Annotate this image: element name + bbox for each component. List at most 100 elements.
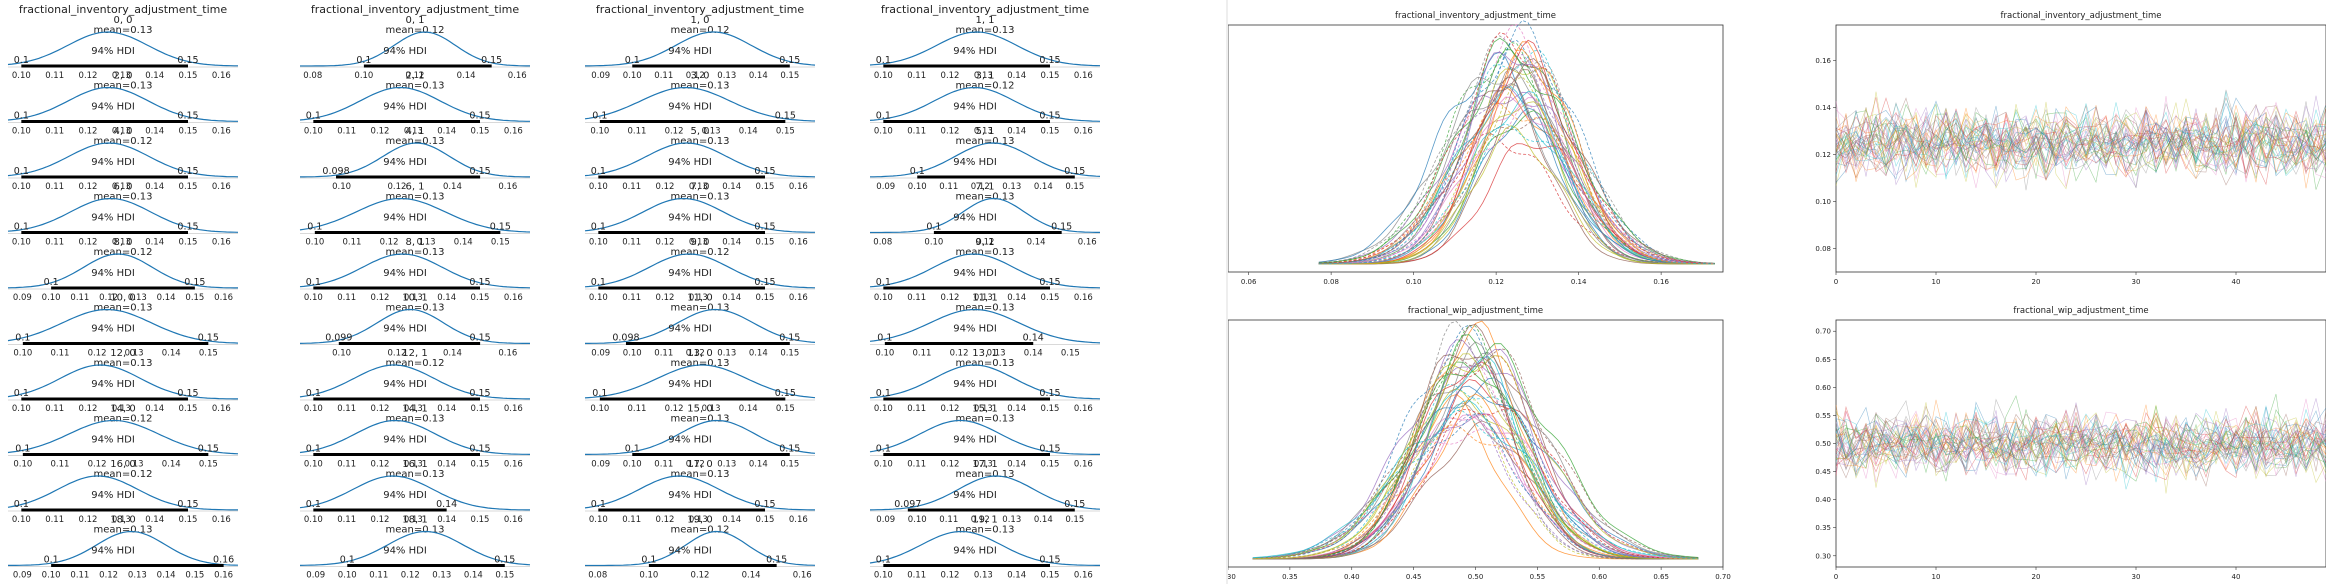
hdi-high-label: 0.15 [177,222,198,233]
trace-line [1835,413,2326,481]
density-line [1252,409,1699,559]
y-tick-label: 0.45 [1815,468,1831,476]
tick-label: 0.13 [404,460,423,470]
tick-label: 0.13 [432,571,451,581]
panel-label: 4, 0 [113,126,132,137]
tick-label: 0.10 [12,404,31,414]
tick-label: 0.14 [1007,71,1026,81]
tick-label: 0.15 [179,238,198,248]
density-curve [299,86,530,122]
hdi-label: 94% HDI [668,268,712,279]
hdi-label: 94% HDI [383,46,427,57]
hdi-low-label: 0.1 [592,388,607,399]
hdi-low-label: 0.1 [14,55,29,66]
tick-label: 0.10 [874,127,893,137]
hdi-low-label: 0.1 [625,55,640,66]
tick-label: 0.10 [304,460,323,470]
panel-mean: mean=0.13 [385,303,444,314]
tick-label: 0.12 [406,71,425,81]
tick-label: 0.16 [504,404,523,414]
panel-mean: mean=0.13 [955,469,1014,480]
tick-label: 0.11 [907,460,926,470]
trace-line [1835,116,2326,180]
density-curve [7,253,238,289]
hdi-high-label: 0.15 [494,555,515,566]
trace-line [1835,97,2326,178]
tick-label: 0.16 [789,293,808,303]
tick-label: 0.11 [907,71,926,81]
panel-label: 3, 1 [975,71,994,82]
panel-label: 8, 1 [405,237,424,248]
tick-label: 0.11 [45,238,64,248]
trace-line [1835,106,2326,186]
density-curve [584,364,816,399]
hdi-low-label: 0.1 [641,555,656,566]
trace-line [1835,414,2326,474]
density-line [1318,125,1715,265]
tick-label: 0.12 [691,571,710,581]
trace-line [1835,101,2326,172]
trace-line [1835,103,2326,177]
density-curve [300,31,530,67]
tick-label: 0.15 [471,404,490,414]
tick-label: 0.11 [622,238,641,248]
density-line [1318,82,1715,265]
density-line [1318,84,1715,265]
hdi-low-label: 0.1 [306,111,321,122]
y-tick-label: 0.16 [1815,57,1831,65]
tick-label: 0.15 [199,349,218,359]
trace-line [1835,97,2326,167]
density-line [1318,49,1715,265]
trace-line [1835,402,2326,476]
trace-line [1835,106,2326,172]
tick-label: 0.16 [504,515,523,525]
panel-mean: mean=0.13 [93,303,152,314]
tick-label: 0.10 [908,182,927,192]
panel-mean: mean=0.12 [93,414,152,425]
density-line [1252,339,1699,559]
density-line [1318,101,1715,265]
tick-label: 0.13 [702,127,721,137]
hdi-low-label: 0.1 [306,388,321,399]
posterior-grid-figure: fractional_inventory_adjustment_time frac… [7,3,1101,581]
density-curve [299,364,530,400]
density-line [1252,334,1699,560]
panel-mean: mean=0.13 [670,136,729,147]
y-tick-label: 0.40 [1815,496,1831,504]
panel-mean: mean=0.12 [670,247,729,258]
trace-line [1835,409,2326,481]
hdi-label: 94% HDI [91,379,135,390]
tick-label: 0.15 [776,404,795,414]
tick-label: 0.11 [342,238,361,248]
hdi-high-label: 0.15 [1051,222,1072,233]
panel-mean: mean=0.12 [93,136,152,147]
tick-label: 0.16 [1074,127,1093,137]
density-line [1318,39,1715,265]
trace-line [1835,414,2326,480]
panel-label: 9, 0 [690,237,709,248]
x-tick-label: 0 [1834,573,1838,581]
panel-mean: mean=0.12 [93,247,152,258]
tick-label: 0.12 [371,404,390,414]
density-curve [7,142,239,178]
hdi-high-label: 0.15 [775,111,796,122]
trace-plot-figure: fractional_inventory_adjustment_time 0.06… [1220,0,2326,584]
x-tick-label: 20 [2032,278,2041,286]
trace-line [1835,406,2326,474]
subplot-title: fractional_inventory_adjustment_time [1395,11,1556,21]
column-title: fractional_inventory_adjustment_time [881,3,1090,16]
column-title: fractional_inventory_adjustment_time [19,3,228,16]
tick-label: 0.13 [128,293,147,303]
tick-label: 0.10 [305,238,324,248]
hdi-label: 94% HDI [668,490,712,501]
panel-mean: mean=0.13 [670,469,729,480]
hdi-high-label: 0.15 [1039,444,1060,455]
tick-label: 0.13 [974,293,993,303]
tick-label: 0.15 [185,571,204,581]
trace-line [1835,408,2326,477]
tick-label: 0.09 [13,293,32,303]
trace-line [1835,413,2326,477]
density-line [1252,424,1699,560]
panel-mean: mean=0.12 [955,81,1014,92]
panel-label: 12, 1 [402,348,427,359]
